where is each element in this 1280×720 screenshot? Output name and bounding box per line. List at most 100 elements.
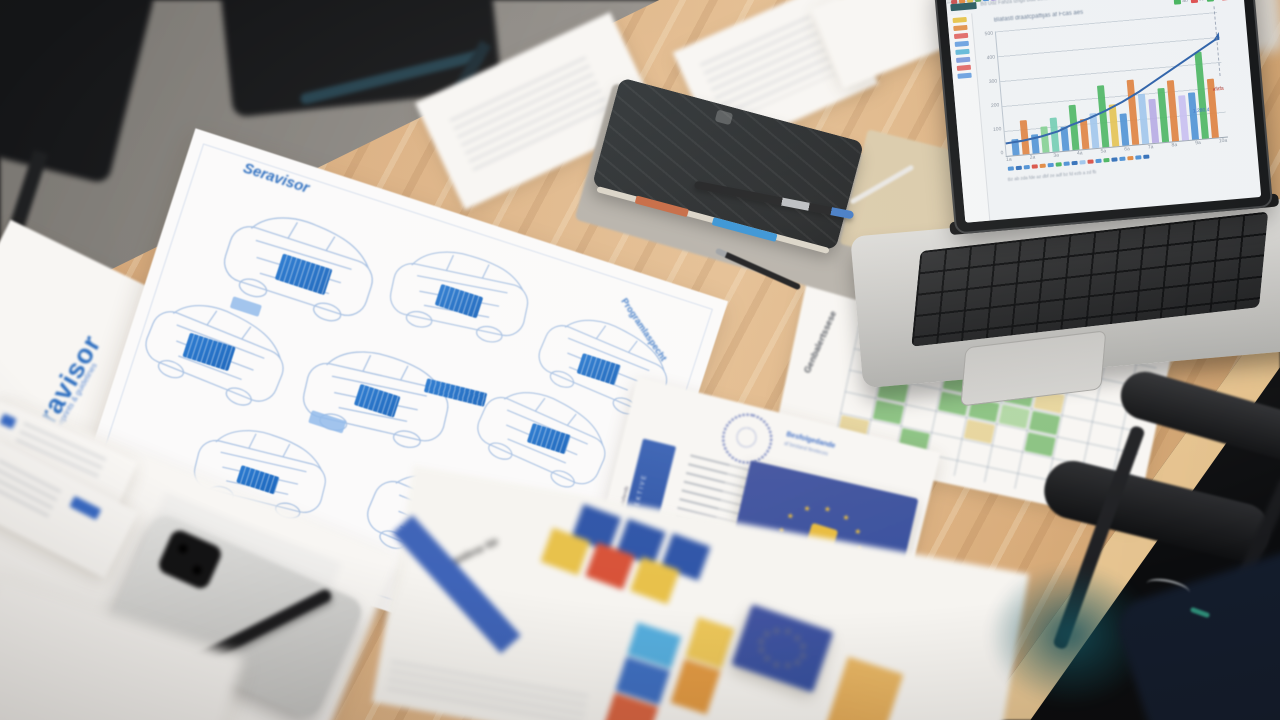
eu-star-icon: ★ xyxy=(773,661,780,669)
eu-star-icon: ★ xyxy=(785,511,795,522)
legend-item: ab xyxy=(1174,0,1188,5)
eu-star-icon: ★ xyxy=(841,512,851,523)
legend-swatch xyxy=(1206,0,1215,2)
laptop-screen-bezel: Bd Udz Fahza Izrigs Bda Ubfa Hde Wza Bla… xyxy=(933,0,1274,235)
color-chip-icon xyxy=(955,56,971,63)
axis-tick-label: 0 xyxy=(1000,150,1004,157)
schedule-cell xyxy=(963,419,996,444)
color-chip-icon xyxy=(1143,154,1150,159)
eu-star-icon: ★ xyxy=(773,627,780,635)
color-chip-icon xyxy=(1095,158,1102,164)
axis-tick-label: 100 xyxy=(992,126,1002,133)
screen-footer-text: Bz ab zda fde az dbf ze adf bz fd ezb a … xyxy=(1007,169,1097,182)
notebook-logo xyxy=(714,109,734,126)
axis-tick-label: 500 xyxy=(984,30,994,38)
color-chip-icon xyxy=(1023,164,1030,170)
color-chip-icon xyxy=(957,72,972,79)
legend-label: cd xyxy=(1199,0,1205,3)
color-chip-icon xyxy=(953,32,969,40)
axis-tick-label: 3a xyxy=(1053,152,1060,159)
eu-star-icon: ★ xyxy=(794,634,801,642)
eu-star-icon: ★ xyxy=(784,662,791,670)
axis-tick-label: 9a xyxy=(1194,139,1202,147)
color-chip-icon xyxy=(1127,155,1134,161)
eu-star-icon: ★ xyxy=(758,638,765,646)
color-chip-icon xyxy=(1087,159,1094,164)
card-logo xyxy=(0,413,17,430)
color-chip-icon xyxy=(1135,155,1142,160)
axis-tick-label: 6a xyxy=(1124,146,1131,153)
color-chip-icon xyxy=(1071,160,1078,166)
laptop: Bd Udz Fahza Izrigs Bda Ubfa Hde Wza Bla… xyxy=(826,0,1280,409)
toolbar-dark-segment xyxy=(950,1,977,12)
schedule-cell xyxy=(1024,432,1056,457)
color-chip-icon xyxy=(1111,157,1118,162)
eu-emblem-icon xyxy=(716,408,778,469)
legend-swatch xyxy=(1222,0,1230,1)
palette-swatch-grid xyxy=(540,504,711,611)
eu-star-icon: ★ xyxy=(763,630,770,639)
color-stack-block xyxy=(670,658,721,715)
eu-star-icon: ★ xyxy=(799,652,806,660)
axis-tick-label: 7a xyxy=(1147,144,1154,151)
chart-title: Blafastl draafcpaffijas af Fcas aes xyxy=(993,9,1084,24)
color-chip-icon xyxy=(952,16,967,24)
legend-item: ef xyxy=(1206,0,1220,2)
color-chip-icon xyxy=(1119,156,1126,162)
red-annotation: afafa xyxy=(1212,85,1224,93)
axis-tick-label: 5a xyxy=(1100,148,1107,155)
menu-text[interactable]: Bd Udz Fahza Izrigs Bda Ubfa Hde Wza xyxy=(980,0,1070,8)
axis-tick-label: 200 xyxy=(990,102,1000,110)
chart-legend: ab cd efgh xyxy=(1174,0,1236,5)
color-chip-icon xyxy=(956,64,972,71)
color-chip-icon xyxy=(955,48,970,55)
color-chip-icon xyxy=(953,24,968,32)
eu-star-icon: ★ xyxy=(853,526,863,538)
color-chip-icon xyxy=(1039,163,1046,169)
color-chip-icon xyxy=(1063,161,1070,166)
palette-stack-2 xyxy=(670,617,735,716)
color-chip-icon xyxy=(1079,160,1086,165)
color-chip-icon xyxy=(1015,165,1022,171)
color-chip-icon xyxy=(1103,157,1110,163)
eu-star-icon: ★ xyxy=(758,647,765,655)
legend-swatch xyxy=(1190,0,1199,4)
axis-tick-label: 2a xyxy=(1029,154,1036,161)
color-chip-icon xyxy=(954,40,969,47)
eu-star-icon: ★ xyxy=(802,503,812,514)
legend-label: ab xyxy=(1182,0,1189,5)
color-chip-icon xyxy=(1007,166,1015,171)
palette-stack-1 xyxy=(595,622,682,720)
eu-flag-small: ★ ★ ★ ★ ★ ★ ★ ★ ★ ★ ★ ★ xyxy=(731,604,834,693)
axis-tick-label: 8a xyxy=(1171,142,1178,149)
palette-orange-bar xyxy=(808,656,904,720)
legend-swatch xyxy=(1174,0,1182,5)
card-blue-mark xyxy=(69,495,102,521)
color-chip-icon xyxy=(1047,162,1054,168)
eu-star-icon: ★ xyxy=(763,655,770,663)
legend-item: cd xyxy=(1190,0,1205,4)
palette-blue-bar xyxy=(392,515,521,654)
trend-line xyxy=(996,31,1222,156)
eu-star-icon: ★ xyxy=(784,628,791,637)
color-chip-icon xyxy=(1031,164,1038,169)
schedule-cell xyxy=(1028,410,1061,436)
legend-label: ef xyxy=(1215,0,1220,1)
axis-tick-label: 400 xyxy=(986,54,996,62)
laptop-screen[interactable]: Bd Udz Fahza Izrigs Bda Ubfa Hde Wza Bla… xyxy=(945,0,1262,223)
eu-star-icon: ★ xyxy=(799,643,806,651)
schedule-side-title: Genbalertssese xyxy=(801,309,839,375)
chart-plot xyxy=(994,6,1228,157)
schedule-cell xyxy=(998,404,1030,429)
axis-tick-label: 300 xyxy=(988,78,998,86)
card-text xyxy=(0,459,62,518)
phone-camera-icon xyxy=(156,527,225,592)
eu-emblem-inner xyxy=(734,425,759,450)
color-chip-icon xyxy=(1055,162,1062,167)
legend-item: gh xyxy=(1222,0,1236,1)
axis-tick-label: 4a xyxy=(1076,150,1083,157)
eu-star-icon: ★ xyxy=(794,659,801,667)
axis-tick-label: 10a xyxy=(1218,137,1228,145)
axis-tick-label: 1a xyxy=(1005,156,1012,163)
